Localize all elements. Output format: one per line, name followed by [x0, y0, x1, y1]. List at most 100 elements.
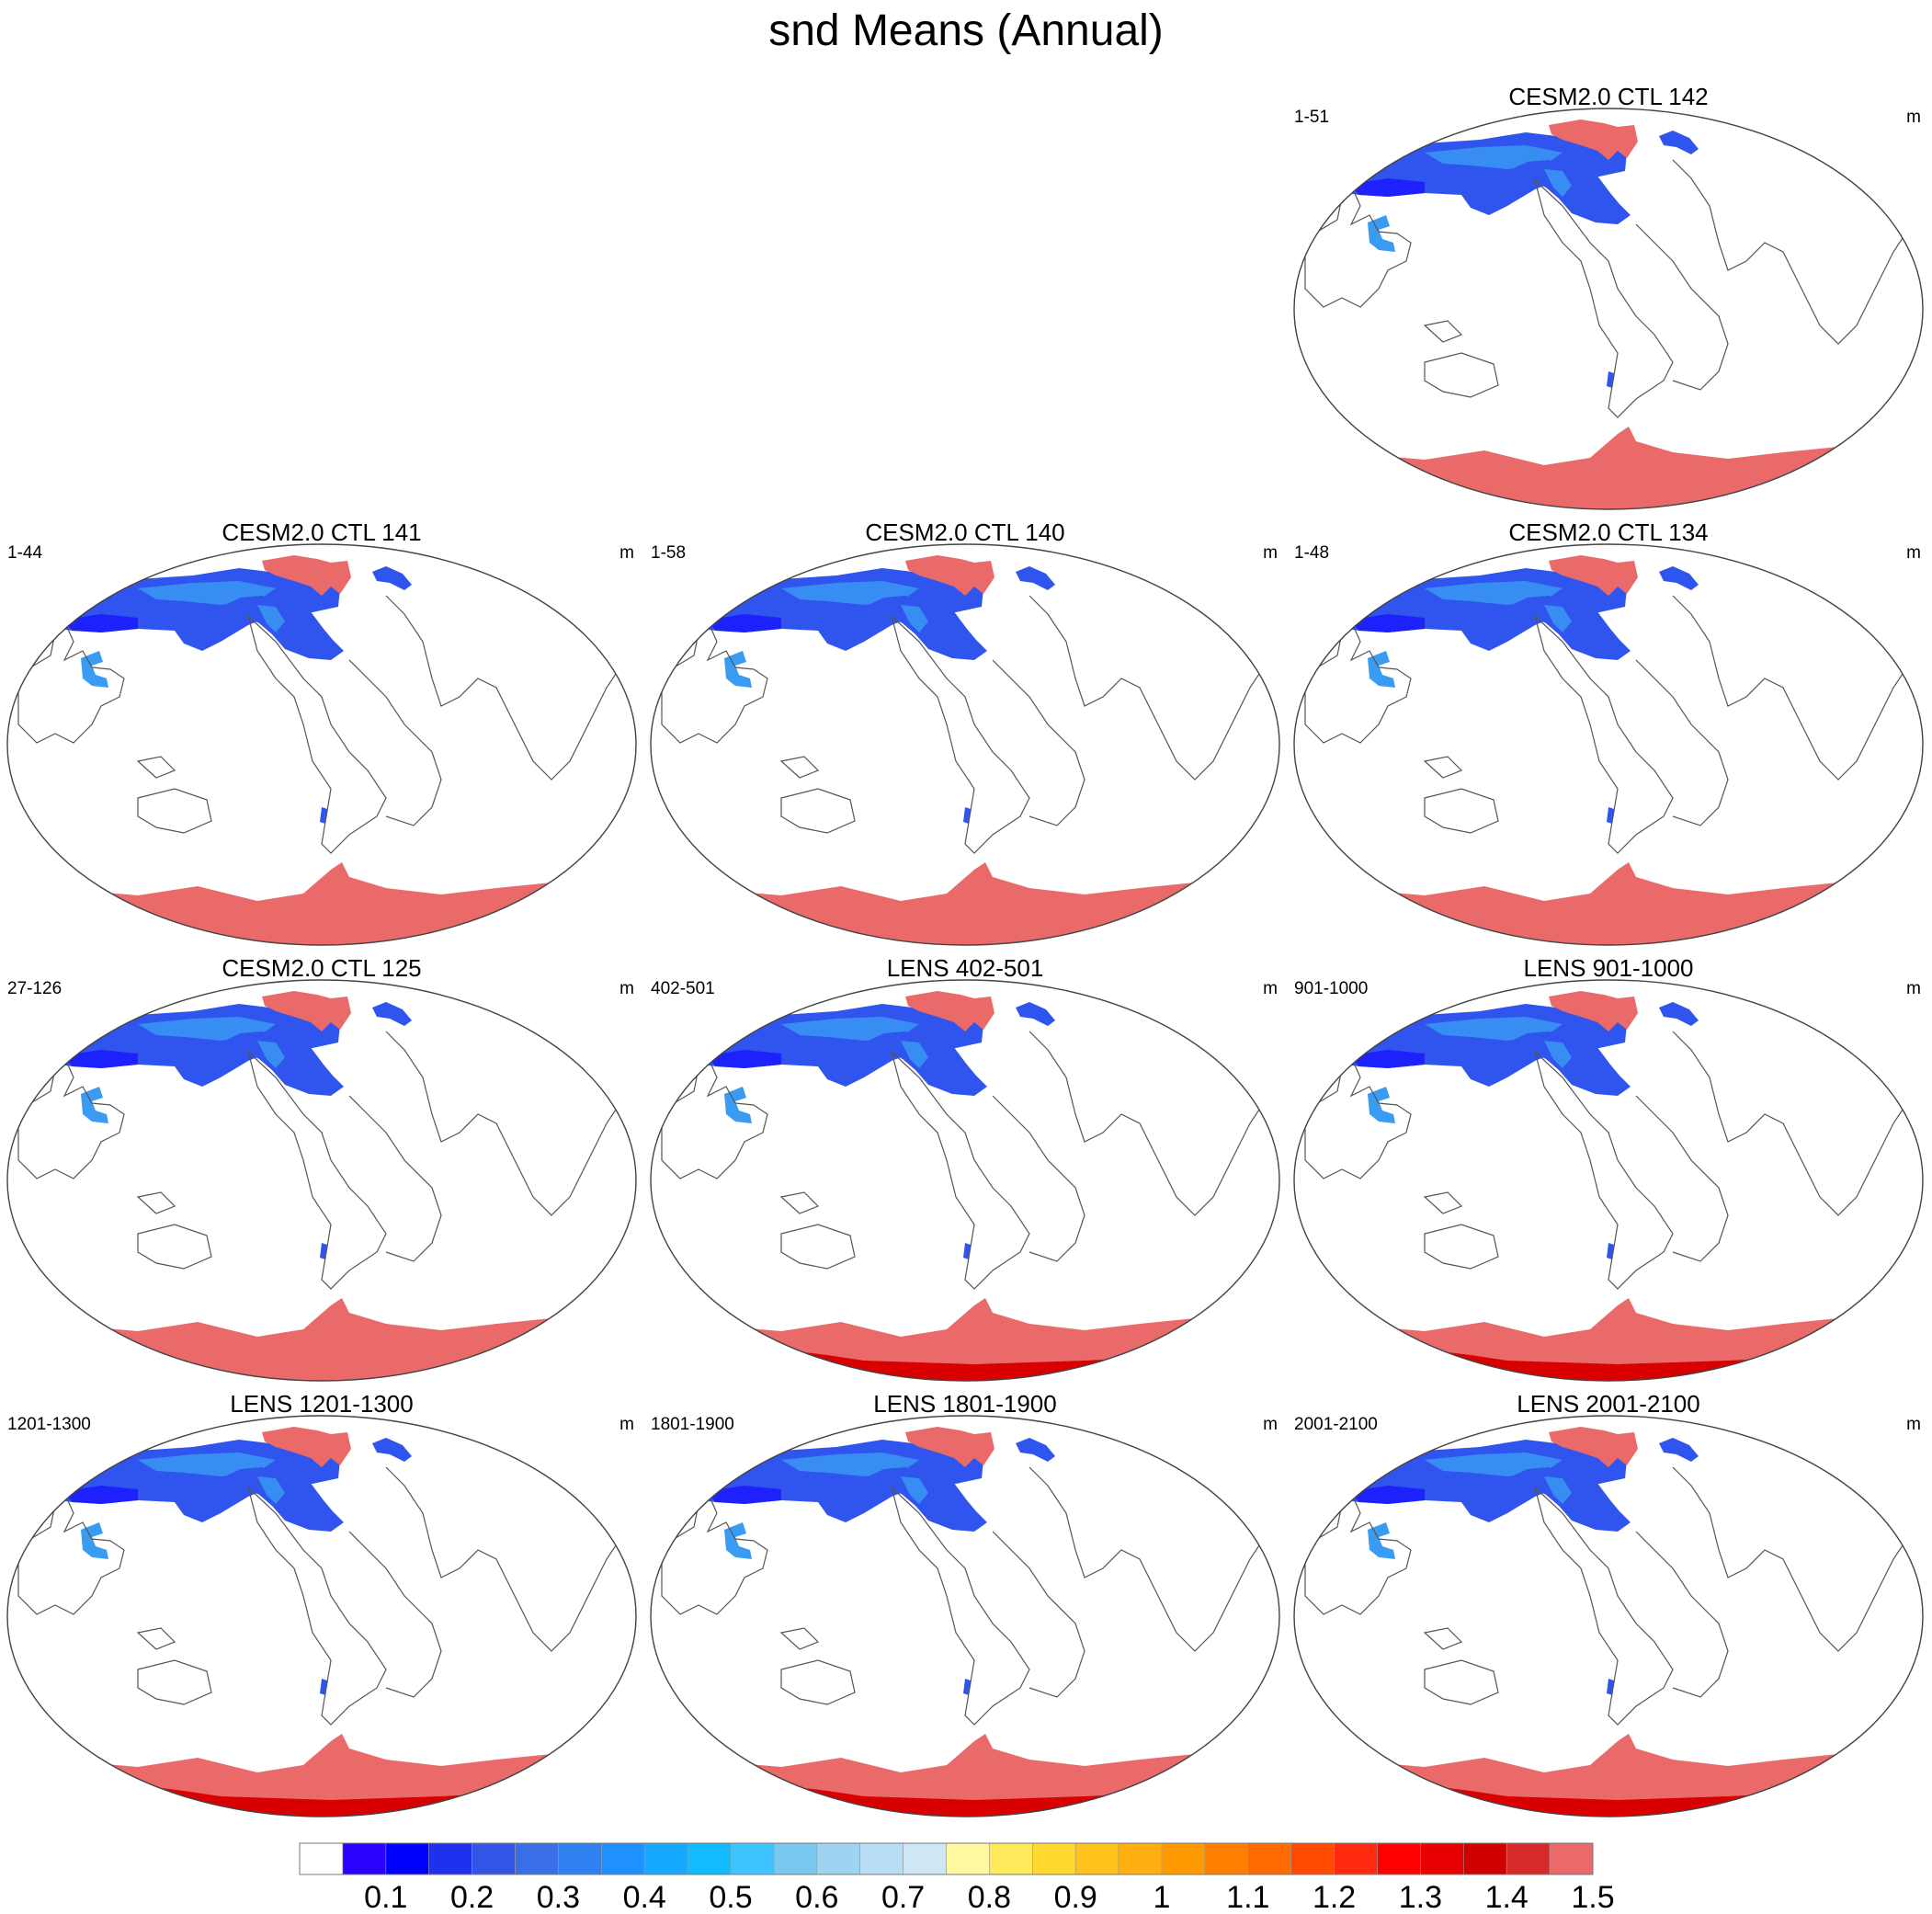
coastline [137, 788, 212, 834]
eurasia-snow-dark [64, 1486, 138, 1504]
panel-units-label: m [1906, 108, 1921, 127]
panel-years-label: 27-126 [7, 979, 63, 998]
colorbar-swatch [903, 1842, 947, 1875]
eurasia-snow-dark [708, 1486, 781, 1504]
panel-years-label: 1801-1900 [651, 1415, 734, 1434]
coastline [1304, 1060, 1412, 1179]
page-title: snd Means (Annual) [768, 6, 1164, 55]
arctic-islands-glacier [121, 557, 147, 570]
antarctica-region [7, 862, 636, 945]
coastline [136, 756, 176, 779]
colorbar-swatch [1290, 1842, 1335, 1875]
map-panel: LENS 2001-2100 2001-2100 m [1287, 1388, 1930, 1820]
coastline [1029, 595, 1279, 780]
arctic-islands-glacier [1408, 121, 1434, 134]
antarctica-region [651, 862, 1279, 945]
map-projection-outline [6, 979, 637, 1382]
world-map [1293, 543, 1924, 946]
tibet-snow [81, 1087, 108, 1123]
panel-title: CESM2.0 CTL 134 [1508, 518, 1709, 546]
colorbar-tick-label: 0.7 [881, 1880, 925, 1914]
coastline [1424, 1659, 1499, 1705]
colorbar-swatch [946, 1842, 990, 1875]
panel-years-label: 1-58 [651, 543, 687, 563]
colorbar-tick-label: 1.5 [1571, 1880, 1614, 1914]
colorbar-tick-label: 0.2 [450, 1880, 494, 1914]
greenland-glacier [262, 1427, 351, 1467]
coastline [1533, 1486, 1674, 1726]
colorbar-tick-label: 0.8 [968, 1880, 1011, 1914]
world-map [1293, 1415, 1924, 1817]
eurasia-snow-dark [64, 614, 138, 632]
panel-years-label: 901-1000 [1294, 979, 1369, 998]
colorbar-tick-label: 0.6 [795, 1880, 838, 1914]
map-panel: CESM2.0 CTL 142 1-51 m [1287, 81, 1930, 513]
map-projection-outline [1293, 1415, 1924, 1817]
panel-units-label: m [1263, 979, 1278, 998]
scandinavia-snow [1016, 1438, 1055, 1462]
coastline [1672, 1031, 1922, 1216]
map-projection-outline [650, 979, 1280, 1382]
coastline [780, 1224, 856, 1270]
scandinavia-snow [372, 1438, 412, 1462]
north-america-snow-cover [1504, 596, 1631, 660]
tibet-snow [724, 1522, 752, 1559]
colorbar-swatch [1204, 1842, 1249, 1875]
scandinavia-snow [1659, 566, 1699, 590]
tibet-snow [724, 651, 752, 688]
coastline [136, 1191, 176, 1214]
coastline [137, 1659, 212, 1705]
map-projection-outline [650, 543, 1280, 946]
colorbar-tick-label: 1.4 [1485, 1880, 1529, 1914]
coastline [348, 1531, 442, 1698]
colorbar-swatch [1420, 1842, 1464, 1875]
panel-title: LENS 1801-1900 [873, 1390, 1057, 1418]
map-panel: LENS 402-501 402-501 m [643, 952, 1287, 1384]
panel-units-label: m [619, 979, 634, 998]
antarctica-region [1294, 862, 1923, 945]
north-america-snow-cover [1504, 1031, 1631, 1096]
map-panel: CESM2.0 CTL 140 1-58 m [643, 517, 1287, 949]
coastline [890, 1486, 1030, 1726]
map-projection-outline [650, 1415, 1280, 1817]
coastline [1029, 1031, 1279, 1216]
greenland-glacier [1549, 555, 1638, 596]
greenland-glacier [1549, 1427, 1638, 1467]
panel-units-label: m [1906, 543, 1921, 563]
colorbar-tick-label: 0.1 [364, 1880, 407, 1914]
panel-years-label: 2001-2100 [1294, 1415, 1378, 1434]
panel-years-label: 1201-1300 [7, 1415, 91, 1434]
scandinavia-snow [1659, 1438, 1699, 1462]
colorbar-tick-label: 0.4 [623, 1880, 666, 1914]
antarctica-region [7, 1298, 636, 1381]
coastline [1635, 659, 1729, 826]
colorbar-swatch [730, 1842, 775, 1875]
coastline [780, 1659, 856, 1705]
rockies-snow-light [901, 605, 928, 632]
colorbar-tick-label: 0.9 [1054, 1880, 1097, 1914]
colorbar-swatch [558, 1842, 602, 1875]
coastline [348, 1095, 442, 1262]
map-projection-outline [1293, 108, 1924, 510]
coastline [1304, 188, 1412, 308]
colorbar-swatch [1118, 1842, 1163, 1875]
panel-years-label: 402-501 [651, 979, 715, 998]
antarctica-region [1294, 427, 1923, 509]
coastline [779, 1191, 820, 1214]
coastline [992, 1095, 1085, 1262]
coastline [1423, 1627, 1463, 1650]
colorbar-swatch [472, 1842, 516, 1875]
arctic-islands-glacier [765, 557, 790, 570]
coastline [385, 1031, 635, 1216]
north-america-snow-cover [860, 1031, 987, 1096]
panel-units-label: m [1263, 543, 1278, 563]
coastline [780, 788, 856, 834]
colorbar-swatch [816, 1842, 860, 1875]
world-map [1293, 108, 1924, 510]
panel-units-label: m [1906, 1415, 1921, 1434]
coastline [1304, 624, 1412, 744]
colorbar-swatch [385, 1842, 429, 1875]
scandinavia-snow [372, 566, 412, 590]
map-panel: CESM2.0 CTL 134 1-48 m [1287, 517, 1930, 949]
rockies-snow-light [1544, 1041, 1572, 1068]
